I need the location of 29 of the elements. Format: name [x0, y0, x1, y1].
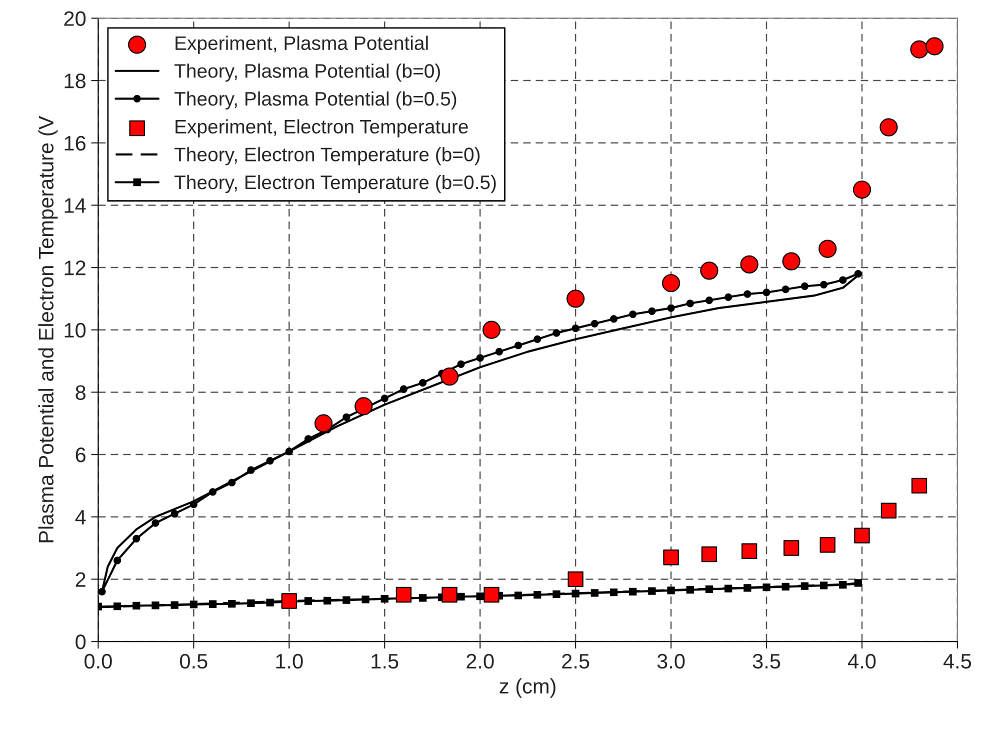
y-tick-label: 0	[76, 634, 86, 650]
x-tick-label: 4.0	[848, 654, 876, 669]
legend-label: Experiment, Electron Temperature	[176, 119, 468, 138]
legend-label: Theory, Plasma Potential (b=0.5)	[174, 91, 456, 110]
y-tick-label: 14	[64, 198, 86, 213]
y-tick-label: 12	[64, 260, 86, 276]
y-tick-label: 2	[76, 572, 86, 587]
x-tick-label: 2.5	[562, 654, 590, 669]
y-tick-label: 6	[76, 448, 86, 462]
x-tick-label: 1.5	[372, 654, 398, 669]
x-tick-label: 3.5	[752, 654, 780, 669]
y-tick-label: 8	[76, 385, 86, 400]
legend-label: Theory, Electron Temperature (b=0.5)	[174, 174, 496, 194]
y-tick-label: 20	[64, 11, 86, 26]
x-tick-label: 2.0	[466, 654, 494, 669]
legend-label: Theory, Plasma Potential (b=0)	[174, 64, 440, 82]
y-tick-label: 18	[64, 74, 86, 88]
legend-label: Theory, Electron Temperature (b=0)	[174, 147, 480, 166]
x-tick-label: 4.5	[943, 654, 972, 669]
x-tick-label: 0.5	[180, 654, 208, 669]
y-axis-title: Plasma Potential and Electron Temperature (V	[38, 116, 58, 542]
y-tick-label: 16	[64, 136, 86, 151]
legend-label: Experiment, Plasma Potential	[176, 36, 428, 54]
x-tick-label: 3.0	[657, 654, 685, 669]
x-axis-title: z (cm)	[500, 678, 556, 698]
x-tick-label: 0.0	[84, 654, 112, 669]
x-tick-label: 1.0	[276, 654, 303, 669]
y-tick-label: 4	[75, 510, 86, 524]
y-tick-label: 10	[64, 322, 86, 338]
